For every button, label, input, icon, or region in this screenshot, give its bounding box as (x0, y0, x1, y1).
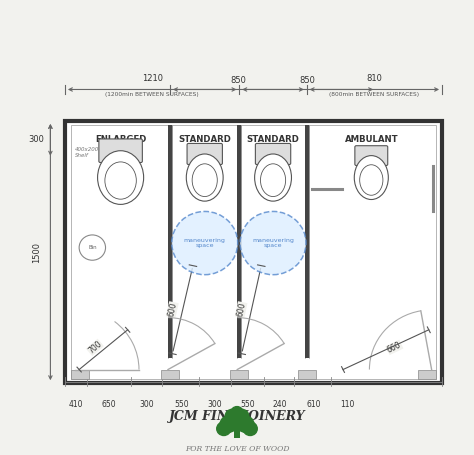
Text: 850: 850 (300, 76, 316, 85)
Ellipse shape (255, 154, 292, 201)
Text: 700: 700 (86, 339, 103, 355)
Text: 300: 300 (139, 400, 154, 409)
FancyBboxPatch shape (305, 125, 309, 358)
Text: 300: 300 (28, 135, 44, 144)
Text: 850: 850 (230, 76, 246, 85)
Text: ENLARGED: ENLARGED (95, 135, 146, 144)
FancyBboxPatch shape (298, 369, 316, 379)
Text: 110: 110 (340, 400, 355, 409)
Text: maneuvering
space: maneuvering space (184, 238, 226, 248)
FancyBboxPatch shape (168, 125, 172, 358)
FancyBboxPatch shape (234, 428, 240, 438)
Text: 650: 650 (102, 400, 117, 409)
FancyBboxPatch shape (71, 369, 89, 379)
Text: FOR THE LOVE OF WOOD: FOR THE LOVE OF WOOD (185, 445, 289, 453)
Circle shape (243, 422, 257, 435)
Circle shape (227, 411, 247, 430)
Text: 550: 550 (240, 400, 255, 409)
Circle shape (172, 212, 237, 275)
FancyBboxPatch shape (230, 369, 248, 379)
Text: JCM FINE JOINERY: JCM FINE JOINERY (169, 410, 305, 423)
Circle shape (240, 212, 306, 275)
Text: 1210: 1210 (142, 74, 163, 83)
Text: STANDARD: STANDARD (246, 135, 300, 144)
Circle shape (225, 410, 239, 423)
Text: 810: 810 (366, 74, 383, 83)
Ellipse shape (354, 156, 388, 199)
Text: 660: 660 (386, 340, 403, 354)
Text: 600: 600 (235, 302, 247, 318)
Text: 610: 610 (306, 400, 320, 409)
Text: STANDARD: STANDARD (178, 135, 231, 144)
Ellipse shape (98, 151, 144, 204)
FancyBboxPatch shape (255, 143, 291, 165)
FancyBboxPatch shape (99, 139, 142, 162)
Text: 410: 410 (69, 400, 83, 409)
Text: 240: 240 (273, 400, 287, 409)
Text: 400x200
Shelf: 400x200 Shelf (75, 147, 100, 158)
Text: maneuvering
space: maneuvering space (252, 238, 294, 248)
FancyBboxPatch shape (161, 369, 179, 379)
Circle shape (79, 235, 106, 260)
Text: Bin: Bin (88, 245, 97, 250)
Circle shape (217, 422, 231, 435)
Circle shape (220, 416, 237, 432)
Text: AMBULANT: AMBULANT (345, 135, 398, 144)
Ellipse shape (186, 154, 223, 201)
Text: 1500: 1500 (32, 242, 41, 263)
Text: (800min BETWEEN SURFACES): (800min BETWEEN SURFACES) (329, 92, 419, 97)
FancyBboxPatch shape (355, 146, 388, 166)
Circle shape (235, 410, 249, 423)
FancyBboxPatch shape (65, 121, 442, 383)
FancyBboxPatch shape (237, 125, 241, 358)
Circle shape (231, 407, 243, 418)
Text: 550: 550 (174, 400, 189, 409)
Text: (1200min BETWEEN SURFACES): (1200min BETWEEN SURFACES) (105, 92, 199, 97)
FancyBboxPatch shape (418, 369, 436, 379)
Text: 300: 300 (208, 400, 222, 409)
Text: 600: 600 (166, 302, 178, 318)
Circle shape (237, 416, 254, 432)
FancyBboxPatch shape (187, 143, 222, 165)
